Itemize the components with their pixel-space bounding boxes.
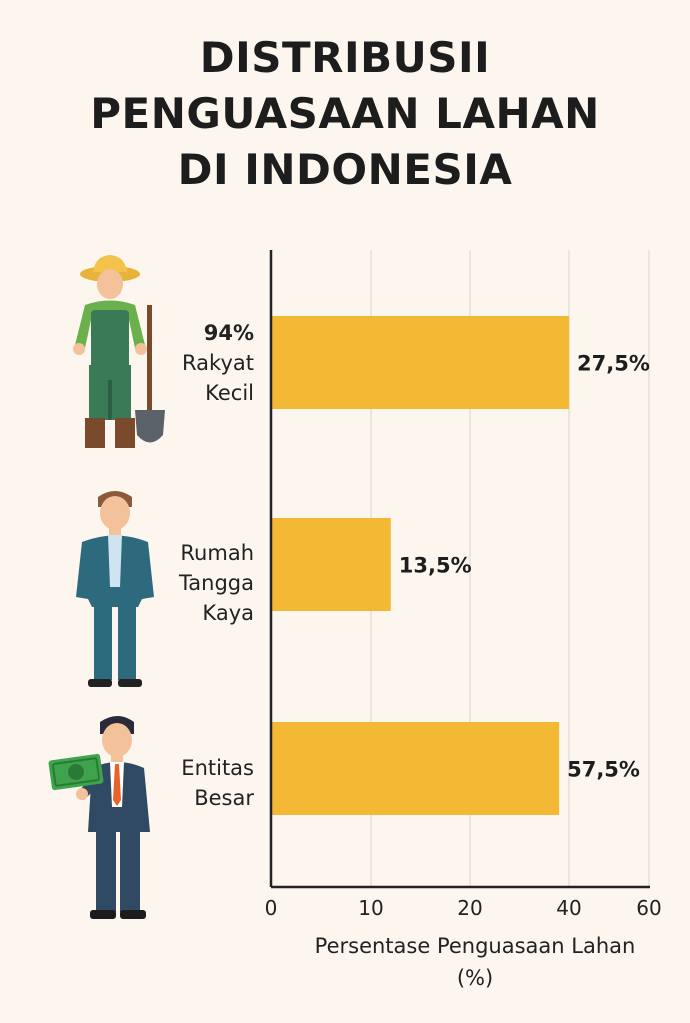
category-line: Rumah <box>180 541 254 565</box>
bar <box>271 316 569 409</box>
data-label: 27,5% <box>577 352 650 376</box>
x-tick-label: 0 <box>265 896 278 920</box>
data-label: 57,5% <box>567 758 640 782</box>
x-axis-label-line-2: (%) <box>456 966 494 990</box>
data-label: 13,5% <box>399 554 472 578</box>
title-line-3: DI INDONESIA <box>177 145 513 194</box>
category-line: Kaya <box>202 601 254 625</box>
category-line: Tangga <box>178 571 254 595</box>
x-tick-label: 40 <box>556 896 581 920</box>
bar <box>271 722 560 815</box>
businessman-icon <box>76 491 154 687</box>
executive-with-money-icon <box>48 716 150 919</box>
farmer-icon <box>73 255 165 448</box>
category-label-rakyat-kecil: 94% Rakyat Kecil <box>134 318 254 408</box>
category-label-rumah-tangga-kaya: Rumah Tangga Kaya <box>134 538 254 628</box>
x-tick-label: 20 <box>457 896 482 920</box>
title-line-1: DISTRIBUSII <box>199 33 491 82</box>
x-axis-label: Persentase Penguasaan Lahan (%) <box>270 930 680 994</box>
category-line: Entitas <box>181 756 254 780</box>
category-percentage: 94% <box>203 321 254 345</box>
x-tick-label: 60 <box>636 896 661 920</box>
category-label-entitas-besar: Entitas Besar <box>134 753 254 813</box>
x-axis-label-line-1: Persentase Penguasaan Lahan <box>314 934 636 958</box>
chart-title: DISTRIBUSII PENGUASAAN LAHAN DI INDONESI… <box>0 30 690 198</box>
bar <box>271 518 391 611</box>
x-tick-label: 10 <box>358 896 383 920</box>
category-line: Kecil <box>205 381 254 405</box>
title-line-2: PENGUASAAN LAHAN <box>90 89 600 138</box>
category-line: Besar <box>194 786 254 810</box>
category-line: Rakyat <box>182 351 254 375</box>
